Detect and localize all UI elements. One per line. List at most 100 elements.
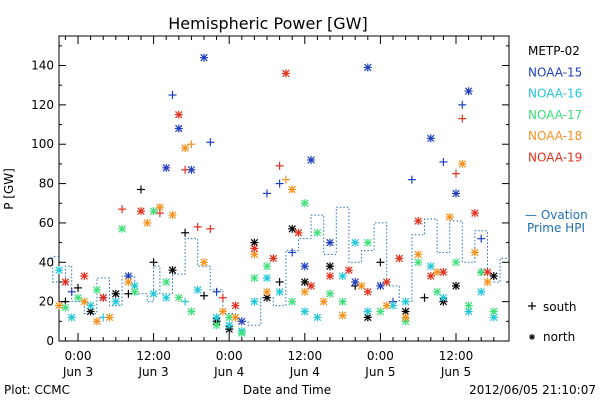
north-point [439,268,448,277]
south-point [281,175,290,184]
star-d2 [187,166,196,174]
star-d2 [433,288,441,296]
star-d2 [143,219,152,227]
y-tick-label: 20 [39,295,54,309]
star-d2 [326,262,334,270]
footer-left: Plot: CCMC [4,383,70,397]
star-d2 [93,286,101,294]
north-point [111,297,120,306]
north-point [326,262,334,271]
series-noaa-19 [61,69,492,310]
north-point [231,301,240,310]
south-point [181,297,190,306]
star-d2 [288,297,296,306]
north-point [470,248,479,257]
plot-frame [58,35,510,342]
north-point [338,297,347,306]
star-d2 [263,293,271,302]
north-point [237,317,246,326]
star-d2 [345,266,353,274]
south-point [137,185,145,194]
x-tick-time-label: 0:00 [65,349,92,363]
north-point [61,303,70,312]
north-point [414,216,423,225]
north-point [338,311,347,320]
star-d2 [175,124,183,133]
north-point [149,207,158,216]
north-point [489,307,498,316]
star-d2 [414,258,422,267]
x-tick-date-label: Jun 3 [137,365,168,379]
x-axis-label: Date and Time [243,383,331,397]
star-d2 [250,250,259,259]
star-d2 [452,282,460,290]
star-d2 [301,262,309,270]
star-d2 [319,297,328,306]
north-point [433,287,442,296]
south-point [124,289,133,298]
chart-title: Hemispheric Power [GW] [168,14,367,33]
legend-entry-noaa-17: NOAA-17 [528,108,582,122]
north-point [67,313,76,322]
star-d2 [288,225,296,233]
south-point [218,293,227,302]
north-point [263,262,271,271]
star-d2 [439,268,448,276]
star-d2 [212,321,221,329]
north-point [376,281,385,290]
north-point [300,199,309,208]
north-point [458,159,467,168]
south-point [187,140,196,149]
south-point [200,291,208,300]
north-point [99,293,108,302]
north-point [212,313,221,322]
star-d2 [112,297,120,306]
star-d2 [464,307,473,316]
star-d2 [338,297,347,306]
star-d2 [483,278,492,286]
star-d2 [231,301,240,310]
north-point [174,110,183,119]
star-d2 [490,307,498,316]
star-d2 [439,293,448,302]
north-point [363,307,372,316]
star-d2 [364,288,372,296]
y-tick-label: 140 [31,59,54,73]
legend-marker-south: south [528,300,577,314]
south-point [263,189,271,198]
star-d2 [124,278,133,286]
legend-marker-south-label: south [543,300,577,314]
north-point [288,297,297,306]
south-point [288,248,297,257]
x-tick-time-label: 12:00 [288,349,323,363]
star-d2 [401,307,410,316]
north-point [281,69,290,78]
north-point [452,258,460,267]
north-point [143,218,152,227]
north-point [237,329,246,338]
x-tick-date-label: Jun 4 [289,365,320,379]
star-d2 [464,87,473,95]
x-tick-time-label: 12:00 [439,349,474,363]
north-point [118,224,127,233]
north-point [174,124,183,133]
star-d2 [168,211,177,219]
star-d2 [93,317,101,326]
star-d2 [326,238,334,247]
legend-ovation-line2: Prime HPI [527,221,585,235]
star-d2 [477,288,485,296]
star-d2 [200,258,208,267]
star-d2 [175,293,183,302]
north-point [162,293,171,302]
star-d2 [376,282,385,290]
star-d2 [250,297,259,306]
north-point [130,281,139,290]
north-point [212,321,221,330]
south-point [458,100,467,109]
legend-ovation-line1: — Ovation [525,208,588,222]
y-tick-label: 120 [31,98,54,112]
star-d2 [55,266,63,274]
north-point [162,277,171,286]
north-point [74,293,82,302]
south-point [118,205,127,214]
